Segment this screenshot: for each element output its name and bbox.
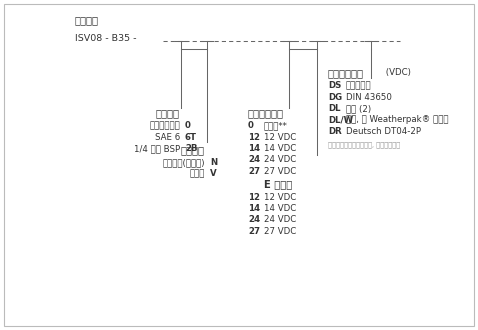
Text: DL: DL <box>328 104 340 113</box>
Text: 14 VDC: 14 VDC <box>264 204 296 213</box>
Text: 24 VDC: 24 VDC <box>264 155 296 164</box>
Text: 导线 (2): 导线 (2) <box>346 104 371 113</box>
Text: N: N <box>210 158 217 167</box>
Text: 丁腥橡胶(标准型): 丁腥橡胶(标准型) <box>163 158 205 167</box>
Text: 27: 27 <box>248 227 260 236</box>
Text: 提供带内置二极管的线圈, 请咋询廈旺。: 提供带内置二极管的线圈, 请咋询廈旺。 <box>328 142 400 148</box>
Text: 12 VDC: 12 VDC <box>264 133 296 142</box>
Text: 阀块油口: 阀块油口 <box>156 108 180 118</box>
Text: DIN 43650: DIN 43650 <box>346 92 392 102</box>
Text: 2B: 2B <box>185 144 197 153</box>
Text: V: V <box>210 170 217 179</box>
Text: 24: 24 <box>248 155 260 164</box>
Text: Deutsch DT04-2P: Deutsch DT04-2P <box>346 127 421 136</box>
Text: 12: 12 <box>248 192 260 202</box>
Text: 24: 24 <box>248 215 260 224</box>
Text: 27: 27 <box>248 167 260 176</box>
Text: 导线, 带 Weatherpak® 连接器: 导线, 带 Weatherpak® 连接器 <box>346 115 448 124</box>
Text: 27 VDC: 27 VDC <box>264 227 296 236</box>
Text: (VDC): (VDC) <box>383 68 411 77</box>
FancyBboxPatch shape <box>4 4 474 326</box>
Text: 1/4 英寸 BSP: 1/4 英寸 BSP <box>134 144 180 153</box>
Text: SAE 6: SAE 6 <box>155 133 180 142</box>
Text: E 型线圈: E 型线圈 <box>264 180 292 189</box>
Text: 标准线圈电压: 标准线圈电压 <box>248 108 284 118</box>
Text: 只订购插装件: 只订购插装件 <box>149 121 180 130</box>
Text: DL/W: DL/W <box>328 115 353 124</box>
Text: 双扁形接头: 双扁形接头 <box>346 81 371 90</box>
Text: 12 VDC: 12 VDC <box>264 192 296 202</box>
Text: 6T: 6T <box>185 133 197 142</box>
Text: DG: DG <box>328 92 342 102</box>
Text: 无线圈**: 无线圈** <box>264 121 288 130</box>
Text: 12: 12 <box>248 133 260 142</box>
Text: 14 VDC: 14 VDC <box>264 144 296 153</box>
Text: ISV08 - B35 -: ISV08 - B35 - <box>75 34 136 43</box>
Text: 27 VDC: 27 VDC <box>264 167 296 176</box>
Text: 0: 0 <box>248 121 254 130</box>
Text: DR: DR <box>328 127 342 136</box>
Text: 14: 14 <box>248 144 260 153</box>
Text: DS: DS <box>328 81 341 90</box>
Text: 订货型号: 订货型号 <box>75 15 99 25</box>
Text: 氟橡胶: 氟橡胶 <box>190 170 205 179</box>
Text: 0: 0 <box>185 121 191 130</box>
Text: 密封材料: 密封材料 <box>181 145 205 155</box>
Text: 24 VDC: 24 VDC <box>264 215 296 224</box>
Text: 14: 14 <box>248 204 260 213</box>
Text: 标准线圈终端: 标准线圈终端 <box>328 68 364 78</box>
